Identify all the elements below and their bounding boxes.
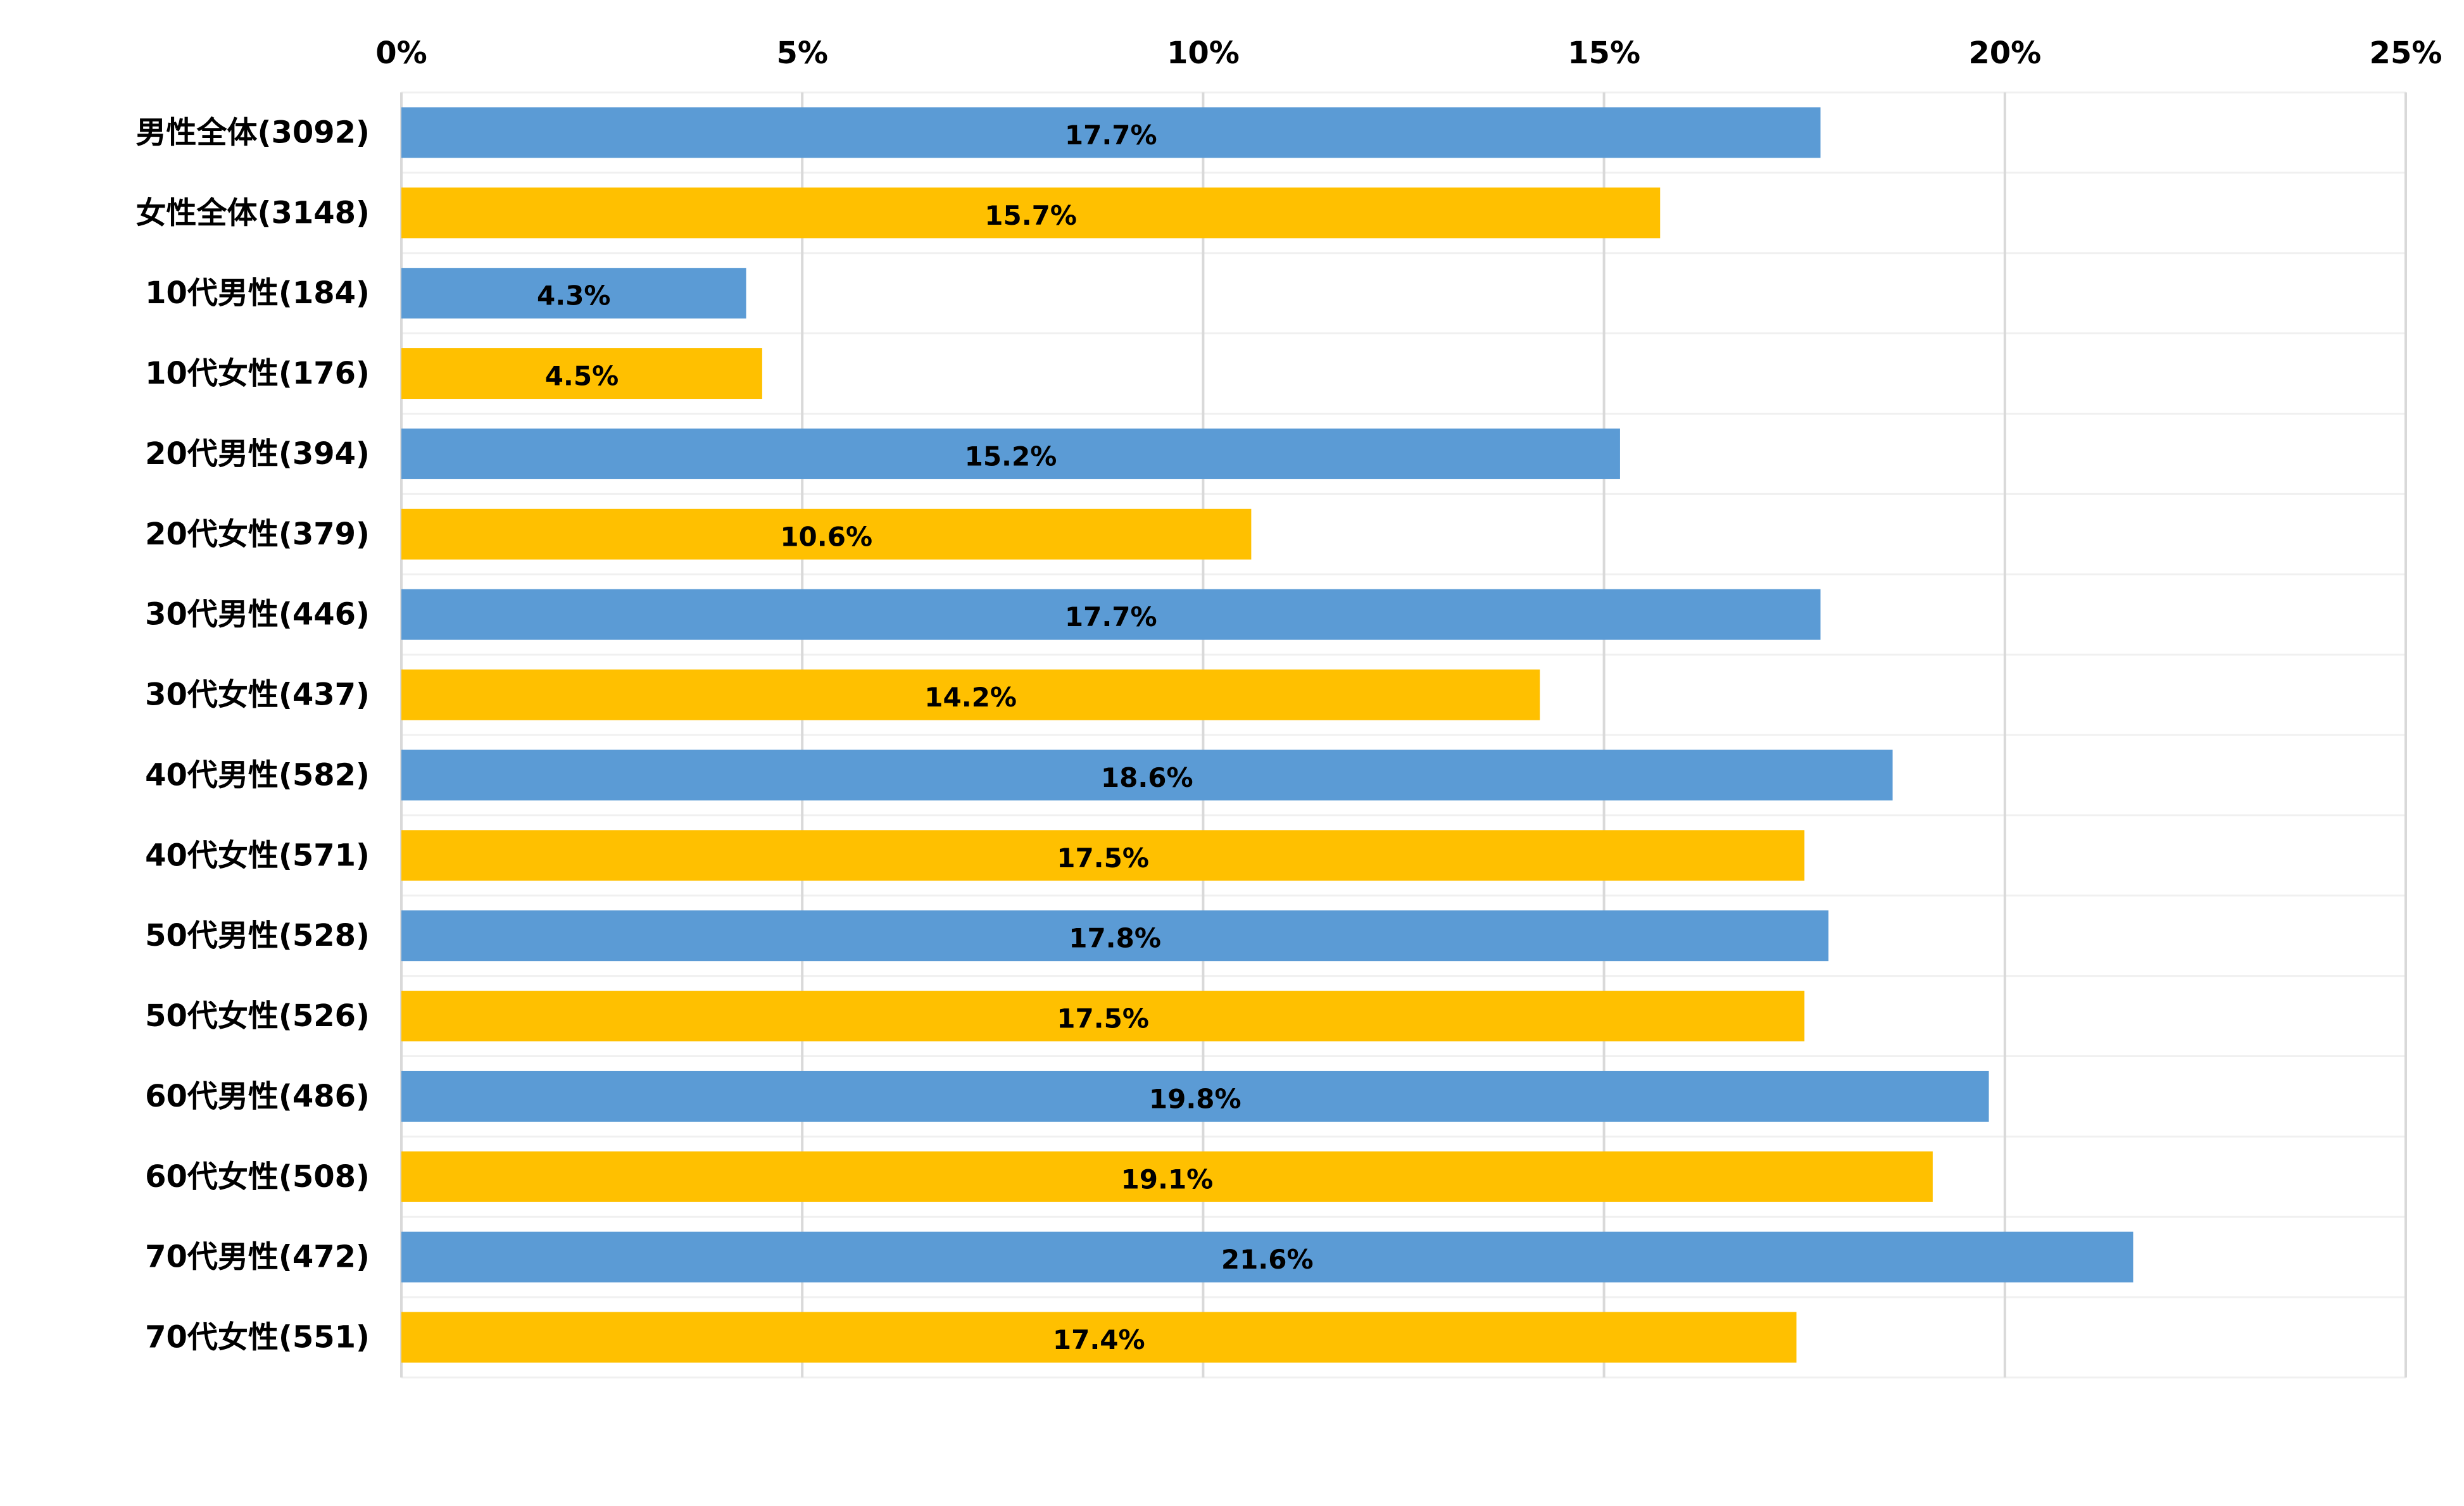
data-labels: 17.7% 15.7% 4.3% 4.5% 15.2% 10.6% 17.7% 14.2% 18… <box>537 120 1314 1355</box>
bar-value-label: 4.5% <box>545 361 619 392</box>
bar-value-label: 15.7% <box>984 200 1077 231</box>
x-axis-ticks: 0% 5% 10% 15% 20% 25% <box>375 35 2442 71</box>
category-label: 10代男性(184) <box>145 275 370 311</box>
category-label: 30代男性(446) <box>145 597 370 632</box>
bar <box>401 589 1821 640</box>
bar <box>401 268 746 319</box>
x-tick-label: 25% <box>2370 35 2442 71</box>
category-label: 40代女性(571) <box>145 838 370 873</box>
category-label: 30代女性(437) <box>145 677 370 713</box>
bar <box>401 107 1821 158</box>
category-label: 70代男性(472) <box>145 1239 370 1275</box>
bar <box>401 1231 2134 1283</box>
bar-value-label: 17.5% <box>1057 843 1149 874</box>
category-label: 40代男性(582) <box>145 757 370 793</box>
category-label: 50代男性(528) <box>145 918 370 953</box>
bar <box>401 910 1829 962</box>
bar <box>401 1312 1797 1363</box>
bar-value-label: 17.5% <box>1057 1003 1149 1034</box>
bar-value-label: 18.6% <box>1101 762 1193 793</box>
category-label: 60代女性(508) <box>145 1159 370 1195</box>
category-label: 10代女性(176) <box>145 356 370 391</box>
category-label: 女性全体(3148) <box>136 195 370 230</box>
bar <box>401 348 762 399</box>
category-label: 20代女性(379) <box>145 517 370 552</box>
bar-value-label: 17.7% <box>1065 120 1157 151</box>
bar <box>401 750 1893 801</box>
grid-lines <box>400 91 2407 1379</box>
bar-value-label: 10.6% <box>780 521 872 552</box>
category-label: 60代男性(486) <box>145 1079 370 1114</box>
bar <box>401 428 1620 479</box>
bar-value-label: 19.8% <box>1149 1083 1241 1114</box>
category-label: 20代男性(394) <box>145 436 370 472</box>
bar <box>401 669 1540 720</box>
bar-value-label: 17.4% <box>1053 1324 1145 1355</box>
bar <box>401 991 1805 1042</box>
x-tick-label: 15% <box>1568 35 1640 71</box>
x-tick-label: 20% <box>1968 35 2041 71</box>
bar-value-label: 19.1% <box>1121 1164 1214 1195</box>
bar-value-label: 14.2% <box>924 682 1017 713</box>
bar <box>401 1070 1989 1122</box>
bars <box>401 107 2134 1363</box>
category-label: 50代女性(526) <box>145 998 370 1034</box>
bar <box>401 187 1661 239</box>
category-label: 男性全体(3092) <box>136 115 370 150</box>
bar <box>401 508 1252 560</box>
bar-value-label: 17.8% <box>1069 923 1161 954</box>
bar <box>401 1151 1933 1202</box>
bar-value-label: 17.7% <box>1065 601 1157 632</box>
y-axis-categories: 男性全体(3092) 女性全体(3148) 10代男性(184) 10代女性(176)… <box>136 115 370 1355</box>
x-tick-label: 0% <box>375 35 427 71</box>
bar-value-label: 21.6% <box>1221 1244 1314 1275</box>
category-label: 70代女性(551) <box>145 1320 370 1355</box>
bar-value-label: 15.2% <box>965 441 1057 472</box>
bar <box>401 830 1805 881</box>
x-tick-label: 5% <box>776 35 828 71</box>
x-tick-label: 10% <box>1167 35 1240 71</box>
bar-value-label: 4.3% <box>537 280 610 311</box>
